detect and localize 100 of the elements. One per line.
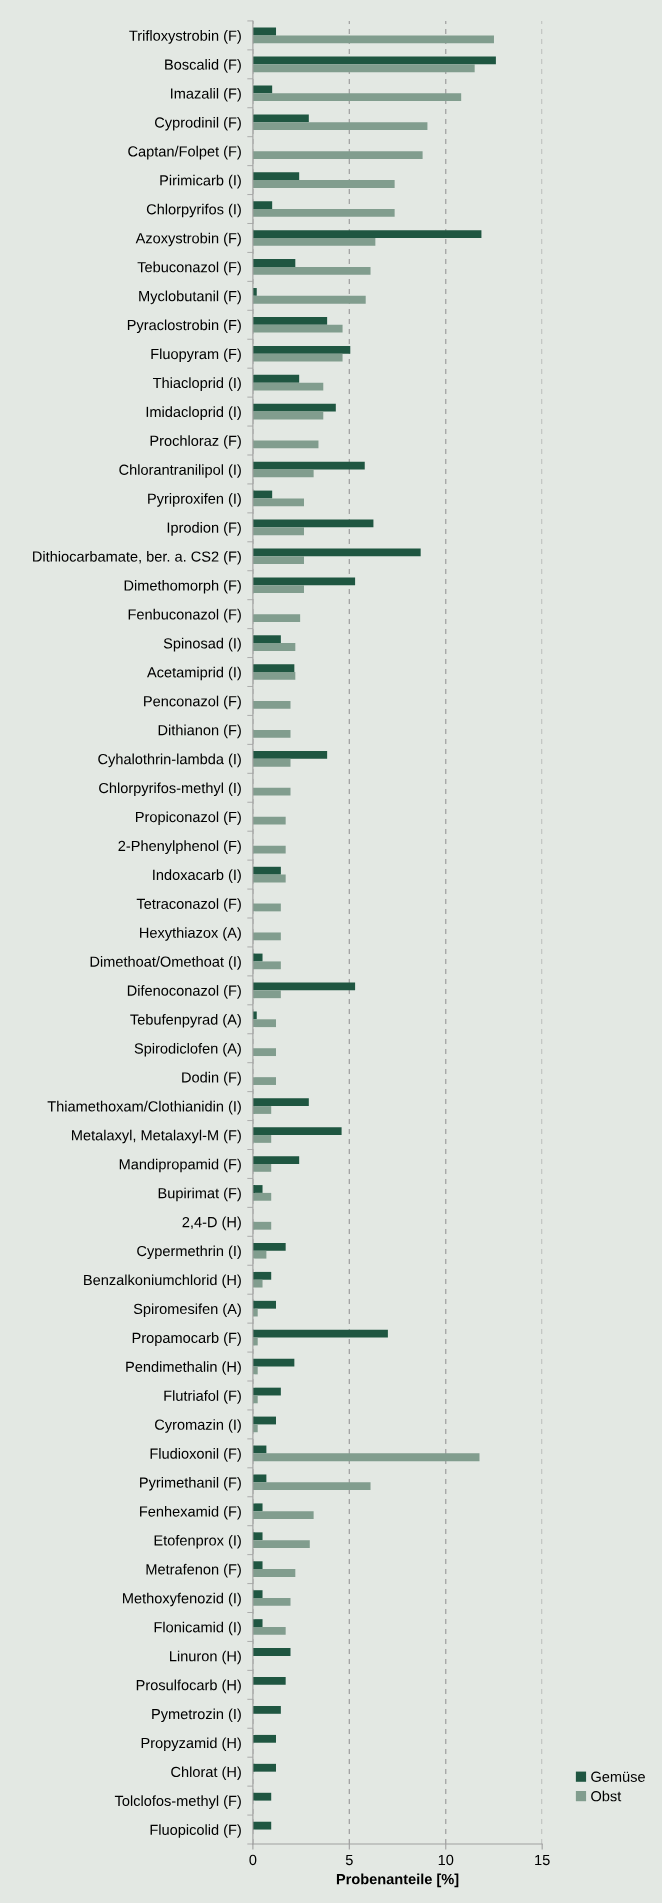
bar bbox=[252, 1163, 272, 1172]
y-tick-label: Metrafenon (F) bbox=[146, 1563, 241, 1578]
y-tick-label: Dithiocarbamate, ber. a. CS2 (F) bbox=[33, 551, 241, 565]
bar bbox=[252, 700, 291, 709]
bar bbox=[252, 1511, 314, 1520]
bar bbox=[252, 1221, 272, 1230]
y-tick-label: Bupirimat (F) bbox=[158, 1187, 241, 1202]
bar bbox=[252, 1503, 263, 1512]
y-tick-label: Imidacloprid (I) bbox=[146, 406, 241, 420]
bar bbox=[252, 1561, 263, 1570]
bar bbox=[252, 556, 304, 565]
bar bbox=[252, 1677, 286, 1685]
bar bbox=[252, 758, 291, 767]
bar bbox=[252, 353, 343, 362]
y-tick-label: Etofenprox (I) bbox=[154, 1534, 241, 1549]
y-tick-label: Imazalil (F) bbox=[171, 87, 241, 102]
bar bbox=[252, 1619, 263, 1627]
y-tick-label: Spinosad (I) bbox=[163, 637, 241, 652]
bar bbox=[252, 1763, 277, 1772]
x-tick-label: 5 bbox=[345, 1854, 353, 1866]
bar bbox=[252, 498, 304, 507]
bar bbox=[252, 527, 304, 536]
y-tick-label: Pyraclostrobin (F) bbox=[127, 319, 241, 334]
y-tick-label: Tolclofos-methyl (F) bbox=[114, 1795, 241, 1809]
bar bbox=[252, 374, 300, 383]
bar bbox=[252, 1192, 272, 1201]
x-tick-label: 10 bbox=[438, 1854, 454, 1866]
bar bbox=[252, 172, 300, 181]
y-tick-label: Spiromesifen (A) bbox=[133, 1303, 241, 1317]
bar bbox=[252, 209, 395, 217]
y-tick-label: Pyrimethanil (F) bbox=[140, 1477, 241, 1491]
y-tick-label: Dithianon (F) bbox=[158, 724, 241, 739]
bar bbox=[252, 1792, 272, 1801]
bar bbox=[252, 1135, 272, 1143]
bar bbox=[252, 1569, 296, 1577]
bar bbox=[252, 64, 475, 73]
bar bbox=[252, 93, 462, 102]
y-tick-label: Fludioxonil (F) bbox=[150, 1448, 241, 1462]
bar bbox=[252, 1482, 371, 1491]
y-tick-label: Methoxyfenozid (I) bbox=[123, 1592, 241, 1607]
bar bbox=[252, 614, 301, 622]
bar bbox=[252, 1532, 263, 1541]
y-tick-label: Captan/Folpet (F) bbox=[128, 145, 241, 160]
bar bbox=[252, 635, 281, 644]
bar bbox=[252, 1453, 480, 1462]
bar bbox=[252, 1185, 263, 1193]
bar bbox=[252, 816, 286, 825]
bar bbox=[252, 230, 482, 238]
bar bbox=[252, 1648, 291, 1656]
bar bbox=[252, 1242, 286, 1251]
y-tick-label: Cyromazin (I) bbox=[155, 1419, 241, 1433]
y-tick-label: Thiacloprid (I) bbox=[152, 377, 241, 391]
bar bbox=[252, 151, 423, 159]
y-tick-label: Cyhalothrin-lambda (I) bbox=[98, 753, 241, 768]
y-tick-label: Propamocarb (F) bbox=[132, 1332, 241, 1346]
y-tick-label: Pendimethalin (H) bbox=[126, 1361, 241, 1375]
y-tick-label: Tebufenpyrad (A) bbox=[130, 1014, 241, 1028]
y-tick-label: Prochloraz (F) bbox=[150, 435, 241, 449]
y-tick-label: Pirimicarb (I) bbox=[160, 174, 241, 189]
y-tick-label: 2-Phenylphenol (F) bbox=[118, 840, 241, 854]
y-tick-label: Pymetrozin (I) bbox=[152, 1708, 241, 1723]
bar bbox=[252, 266, 371, 275]
bar bbox=[252, 643, 296, 651]
x-axis-title: Probenanteile [%] bbox=[336, 1873, 459, 1888]
bar bbox=[252, 1077, 277, 1085]
y-tick-label: Propyzamid (H) bbox=[141, 1737, 241, 1752]
y-tick-label: Tetraconazol (F) bbox=[136, 898, 241, 912]
y-tick-label: Flutriafol (F) bbox=[164, 1390, 241, 1404]
bar bbox=[252, 324, 343, 333]
bar bbox=[252, 295, 366, 304]
x-tick-label: 15 bbox=[535, 1854, 550, 1866]
y-tick-label: Cypermethrin (I) bbox=[137, 1245, 241, 1260]
bar bbox=[252, 237, 376, 246]
bar bbox=[252, 1106, 272, 1114]
y-tick-label: Boscalid (F) bbox=[165, 59, 241, 73]
bar bbox=[252, 201, 273, 210]
bar bbox=[252, 787, 291, 796]
x-tick-label: 0 bbox=[249, 1854, 257, 1866]
y-tick-label: Dodin (F) bbox=[182, 1071, 241, 1086]
y-tick-label: Flonicamid (I) bbox=[154, 1621, 241, 1636]
y-tick-label: Benzalkoniumchlorid (H) bbox=[84, 1274, 241, 1289]
y-tick-label: Chlorat (H) bbox=[171, 1766, 241, 1780]
bar bbox=[252, 1358, 295, 1367]
bar bbox=[252, 1098, 309, 1107]
bar bbox=[252, 1590, 263, 1599]
y-tick-label: Trifloxystrobin (F) bbox=[129, 30, 241, 44]
bar bbox=[252, 259, 296, 267]
bar bbox=[252, 1250, 267, 1259]
bar bbox=[252, 1540, 310, 1548]
bar bbox=[252, 180, 395, 188]
bar bbox=[252, 122, 428, 131]
y-tick-label: Fluopyram (F) bbox=[151, 348, 241, 363]
y-tick-label: Fenbuconazol (F) bbox=[128, 608, 241, 623]
y-tick-label: Fenhexamid (F) bbox=[140, 1505, 241, 1520]
y-tick-label: Prosulfocarb (H) bbox=[136, 1679, 241, 1694]
bar bbox=[252, 932, 281, 941]
y-tick-label: Propiconazol (F) bbox=[135, 811, 241, 826]
bar bbox=[252, 403, 336, 412]
bar bbox=[252, 316, 328, 325]
bar bbox=[252, 729, 291, 738]
